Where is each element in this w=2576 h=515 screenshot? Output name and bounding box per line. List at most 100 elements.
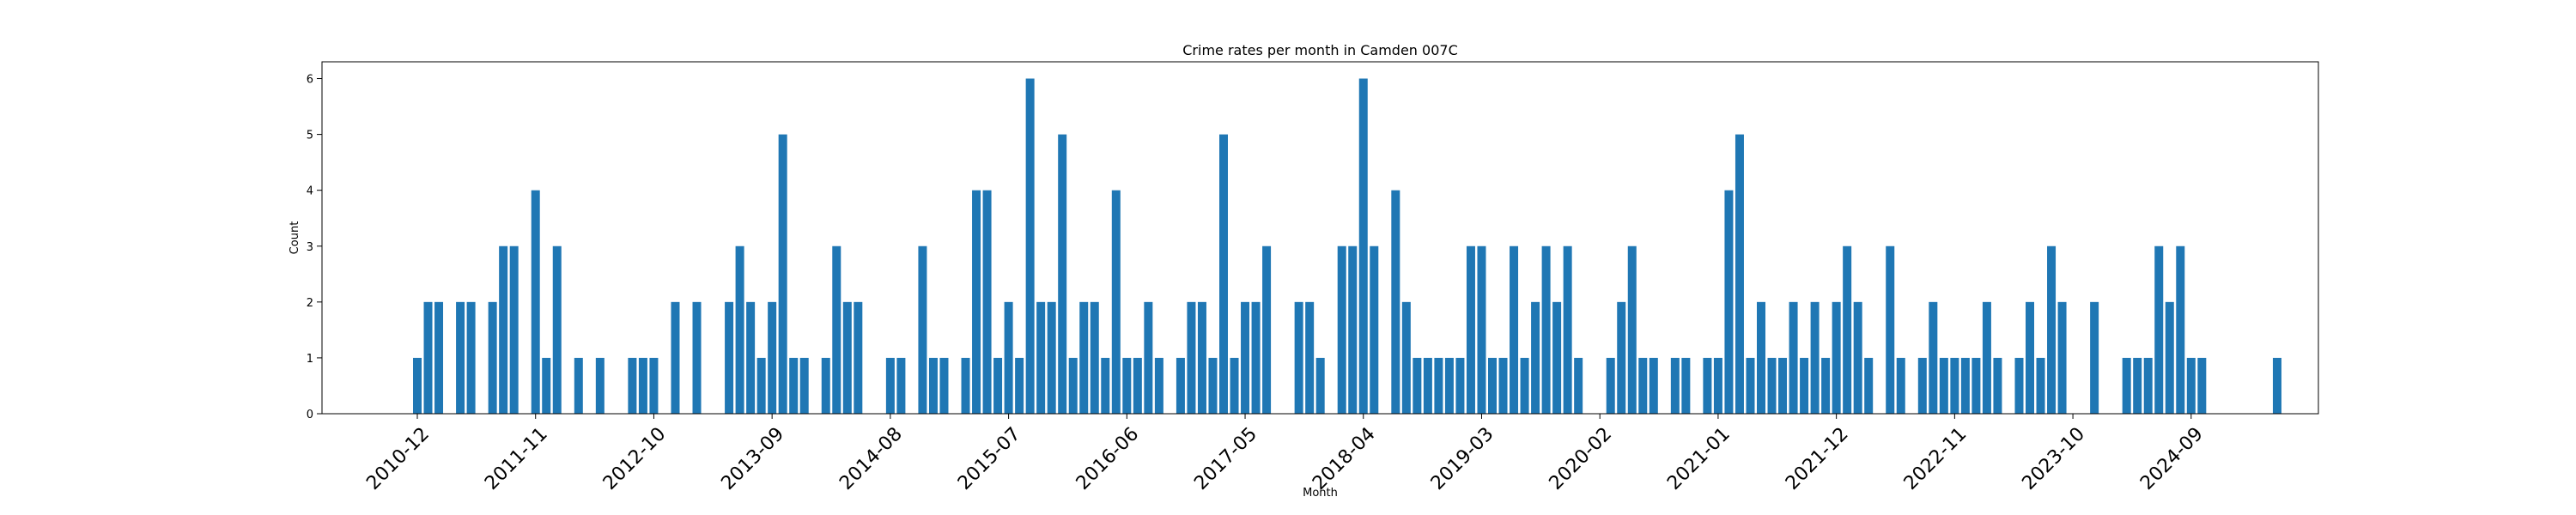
bar-2021-06 xyxy=(1767,357,1777,414)
bar-2024-04 xyxy=(2133,357,2142,414)
bar-2022-08 xyxy=(1917,357,1927,414)
bar-2021-11 xyxy=(1821,357,1831,414)
bar-2018-03 xyxy=(1348,245,1358,414)
y-tick-label: 6 xyxy=(307,74,313,87)
bar-2022-12 xyxy=(1960,357,1970,414)
y-axis: 0 1 2 3 4 5 6 xyxy=(307,74,322,421)
bar-2023-12 xyxy=(2090,301,2099,414)
bar-2018-10 xyxy=(1423,357,1432,414)
bar-2019-11 xyxy=(1563,245,1572,414)
bar-2016-01 xyxy=(1068,357,1078,414)
bar-2014-04 xyxy=(842,301,852,414)
y-tick-label: 4 xyxy=(307,185,313,198)
bar-2023-08 xyxy=(2047,245,2057,414)
bar-2016-03 xyxy=(1090,301,1099,414)
bar-2021-04 xyxy=(1746,357,1755,414)
y-tick-label: 1 xyxy=(307,353,313,366)
bar-2020-12 xyxy=(1703,357,1712,414)
bar-2015-10 xyxy=(1036,301,1046,414)
bar-2017-11 xyxy=(1305,301,1315,414)
bar-2019-04 xyxy=(1488,357,1497,414)
bar-2013-08 xyxy=(756,357,766,414)
bar-2019-06 xyxy=(1510,245,1519,414)
bar-2024-03 xyxy=(2122,357,2131,414)
bar-2018-07 xyxy=(1391,190,1400,414)
bar-2022-02 xyxy=(1853,301,1862,414)
bar-2024-06 xyxy=(2154,245,2164,414)
bar-2019-03 xyxy=(1477,245,1486,414)
bar-2012-05 xyxy=(595,357,605,414)
bar-2013-02 xyxy=(692,301,702,414)
bar-2022-11 xyxy=(1950,357,1959,414)
bar-2013-11 xyxy=(789,357,799,414)
bar-2016-11 xyxy=(1176,357,1185,414)
bar-2017-01 xyxy=(1197,301,1206,414)
bar-2022-10 xyxy=(1939,357,1948,414)
bar-2024-10 xyxy=(2197,357,2207,414)
bar-2021-12 xyxy=(1832,301,1841,414)
bar-2020-03 xyxy=(1606,357,1615,414)
bar-2022-06 xyxy=(1896,357,1905,414)
bar-2018-12 xyxy=(1444,357,1454,414)
bar-2013-10 xyxy=(778,134,787,414)
bar-2012-08 xyxy=(628,357,637,414)
bar-2018-08 xyxy=(1401,301,1411,414)
bar-2024-09 xyxy=(2186,357,2196,414)
bar-2017-12 xyxy=(1315,357,1325,414)
bar-2014-09 xyxy=(896,357,906,414)
bar-2021-07 xyxy=(1778,357,1788,414)
x-axis-label: Month xyxy=(1303,487,1338,500)
bar-2017-05 xyxy=(1241,301,1250,414)
bar-2022-05 xyxy=(1886,245,1895,414)
bar-2013-06 xyxy=(735,245,744,414)
bar-2017-04 xyxy=(1230,357,1239,414)
bar-2015-08 xyxy=(1015,357,1024,414)
bar-2023-02 xyxy=(1982,301,1991,414)
bar-2015-04 xyxy=(972,190,981,414)
bar-2021-09 xyxy=(1800,357,1809,414)
bar-2011-05 xyxy=(466,301,476,414)
bar-2016-07 xyxy=(1133,357,1142,414)
bar-2014-08 xyxy=(885,357,895,414)
bar-2018-05 xyxy=(1370,245,1379,414)
bar-2021-03 xyxy=(1735,134,1744,414)
bar-2015-11 xyxy=(1047,301,1056,414)
bar-2019-05 xyxy=(1498,357,1508,414)
bar-2019-07 xyxy=(1520,357,1529,414)
bar-2011-12 xyxy=(542,357,551,414)
bar-2011-08 xyxy=(499,245,508,414)
bar-2020-06 xyxy=(1638,357,1648,414)
bar-2018-04 xyxy=(1358,78,1368,415)
bar-2012-01 xyxy=(552,245,562,414)
bar-2012-09 xyxy=(638,357,647,414)
bar-2016-06 xyxy=(1122,357,1132,414)
bar-2016-05 xyxy=(1111,190,1121,414)
bar-2015-12 xyxy=(1058,134,1067,414)
bar-2011-01 xyxy=(423,301,433,414)
bar-2022-03 xyxy=(1864,357,1874,414)
bar-2024-07 xyxy=(2165,301,2174,414)
bar-2018-11 xyxy=(1434,357,1443,414)
bar-2023-05 xyxy=(2014,357,2024,414)
y-tick-label: 3 xyxy=(307,241,313,254)
bar-2019-02 xyxy=(1466,245,1475,414)
bar-2023-07 xyxy=(2036,357,2045,414)
bar-2011-04 xyxy=(456,301,465,414)
bar-2019-08 xyxy=(1531,301,1540,414)
bar-2015-06 xyxy=(993,357,1003,414)
bar-2019-01 xyxy=(1455,357,1465,414)
bar-2014-05 xyxy=(854,301,863,414)
bar-2024-05 xyxy=(2143,357,2153,414)
bar-2021-02 xyxy=(1724,190,1734,414)
bar-2018-09 xyxy=(1413,357,1422,414)
bar-2018-02 xyxy=(1337,245,1346,414)
bar-2023-06 xyxy=(2026,301,2034,414)
bar-2017-03 xyxy=(1219,134,1228,414)
bar-2017-06 xyxy=(1251,301,1261,414)
bar-2016-12 xyxy=(1187,301,1196,414)
bars-group xyxy=(413,78,2281,415)
bar-2020-09 xyxy=(1670,357,1680,414)
bar-2015-09 xyxy=(1025,78,1035,415)
bar-2015-05 xyxy=(982,190,992,414)
